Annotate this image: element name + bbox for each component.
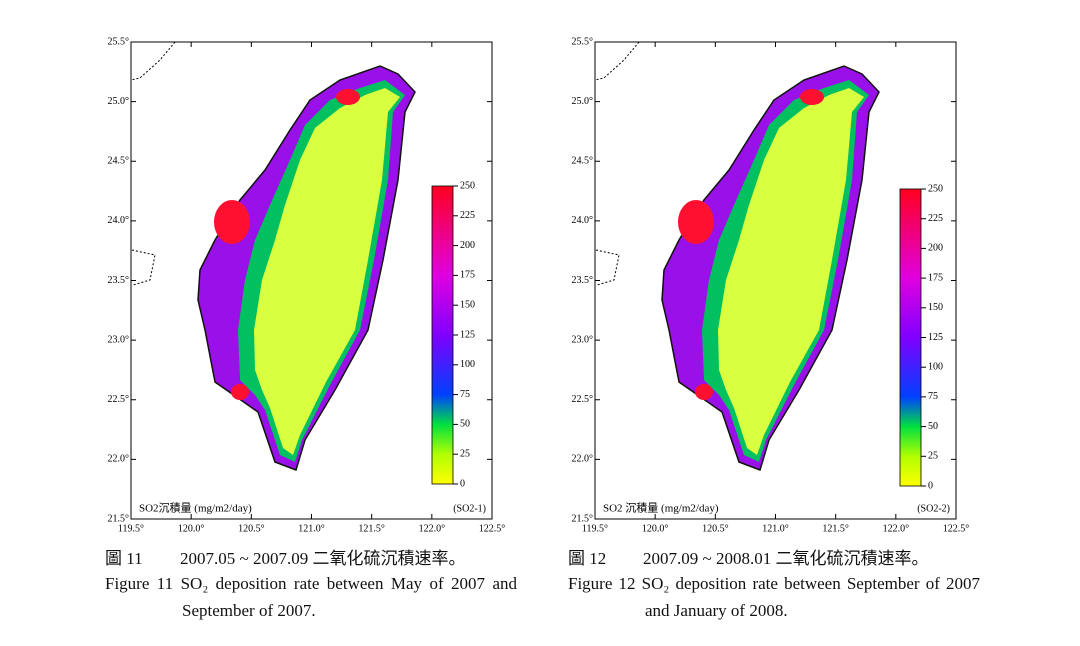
colorbar-tick-label: 50 [460,419,470,430]
y-tick-label: 24.0° [108,215,130,226]
y-tick-label: 22.0° [572,454,594,465]
caption-en: Figure 12 SO₂ deposition rate between Se… [568,574,980,620]
colorbar-tick-label: 75 [460,389,470,400]
x-tick-label: 121.0° [298,523,325,534]
y-tick-label: 25.0° [572,96,594,107]
x-tick-label: 122.5° [943,523,970,534]
x-tick-label: 120.0° [178,523,205,534]
y-tick-label: 25.0° [108,96,130,107]
colorbar-tick-label: 150 [460,299,475,310]
y-tick-label: 24.0° [572,215,594,226]
x-tick-label: 119.5° [118,523,144,534]
y-tick-label: 24.5° [108,156,130,167]
y-tick-label: 23.0° [572,334,594,345]
caption-en: Figure 11 SO₂ deposition rate between Ma… [105,574,517,620]
colorbar-tick-label: 250 [928,183,943,194]
y-tick-label: 21.5° [572,513,594,524]
y-tick-label: 25.5° [108,36,130,47]
caption-number: 圖 12 [568,549,607,568]
x-tick-label: 122.0° [419,523,446,534]
colorbar-tick-label: 200 [928,243,943,254]
figure-code: (SO2-2) [917,503,950,514]
colorbar-tick-label: 0 [460,478,465,489]
y-tick-label: 22.5° [108,394,130,405]
y-tick-label: 22.5° [572,394,594,405]
colorbar-tick-label: 175 [460,270,475,281]
y-tick-label: 23.5° [108,275,130,286]
x-tick-label: 119.5° [582,523,608,534]
colorbar-tick-label: 125 [460,329,475,340]
colorbar-tick-label: 150 [928,302,943,313]
colorbar-tick-label: 25 [928,451,938,462]
colorbar-tick-label: 50 [928,421,938,432]
colorbar-tick-label: 225 [928,213,943,224]
colorbar-tick-label: 25 [460,448,470,459]
colorbar-tick-label: 125 [928,332,943,343]
y-tick-label: 21.5° [108,513,130,524]
x-tick-label: 120.5° [702,523,729,534]
x-tick-label: 122.5° [479,523,506,534]
colorbar [431,185,454,485]
x-tick-label: 120.5° [238,523,265,534]
figure-code: (SO2-1) [453,503,486,514]
caption-zh: 2007.09 ~ 2008.01 二氧化硫沉積速率。 [643,549,929,568]
unit-label: SO2 沉積量 (mg/m2/day) [603,501,719,515]
x-tick-label: 120.0° [642,523,669,534]
unit-label: SO2沉積量 (mg/m2/day) [139,501,252,515]
map [594,41,880,471]
colorbar-tick-label: 175 [928,272,943,283]
x-tick-label: 122.0° [883,523,910,534]
x-tick-label: 121.0° [762,523,789,534]
x-tick-label: 121.5° [822,523,849,534]
y-tick-label: 23.5° [572,275,594,286]
map [130,41,416,471]
caption-number: 圖 11 [105,549,143,568]
colorbar-tick-label: 100 [928,361,943,372]
y-tick-label: 23.0° [108,334,130,345]
colorbar-tick-label: 75 [928,391,938,402]
y-tick-label: 25.5° [572,36,594,47]
y-tick-label: 22.0° [108,454,130,465]
colorbar-tick-label: 225 [460,210,475,221]
colorbar-tick-label: 250 [460,180,475,191]
colorbar-tick-label: 0 [928,480,933,491]
colorbar-tick-label: 100 [460,359,475,370]
y-tick-label: 24.5° [572,156,594,167]
colorbar-tick-label: 200 [460,240,475,251]
caption-zh: 2007.05 ~ 2007.09 二氧化硫沉積速率。 [180,549,466,568]
colorbar [899,188,922,487]
x-tick-label: 121.5° [358,523,385,534]
